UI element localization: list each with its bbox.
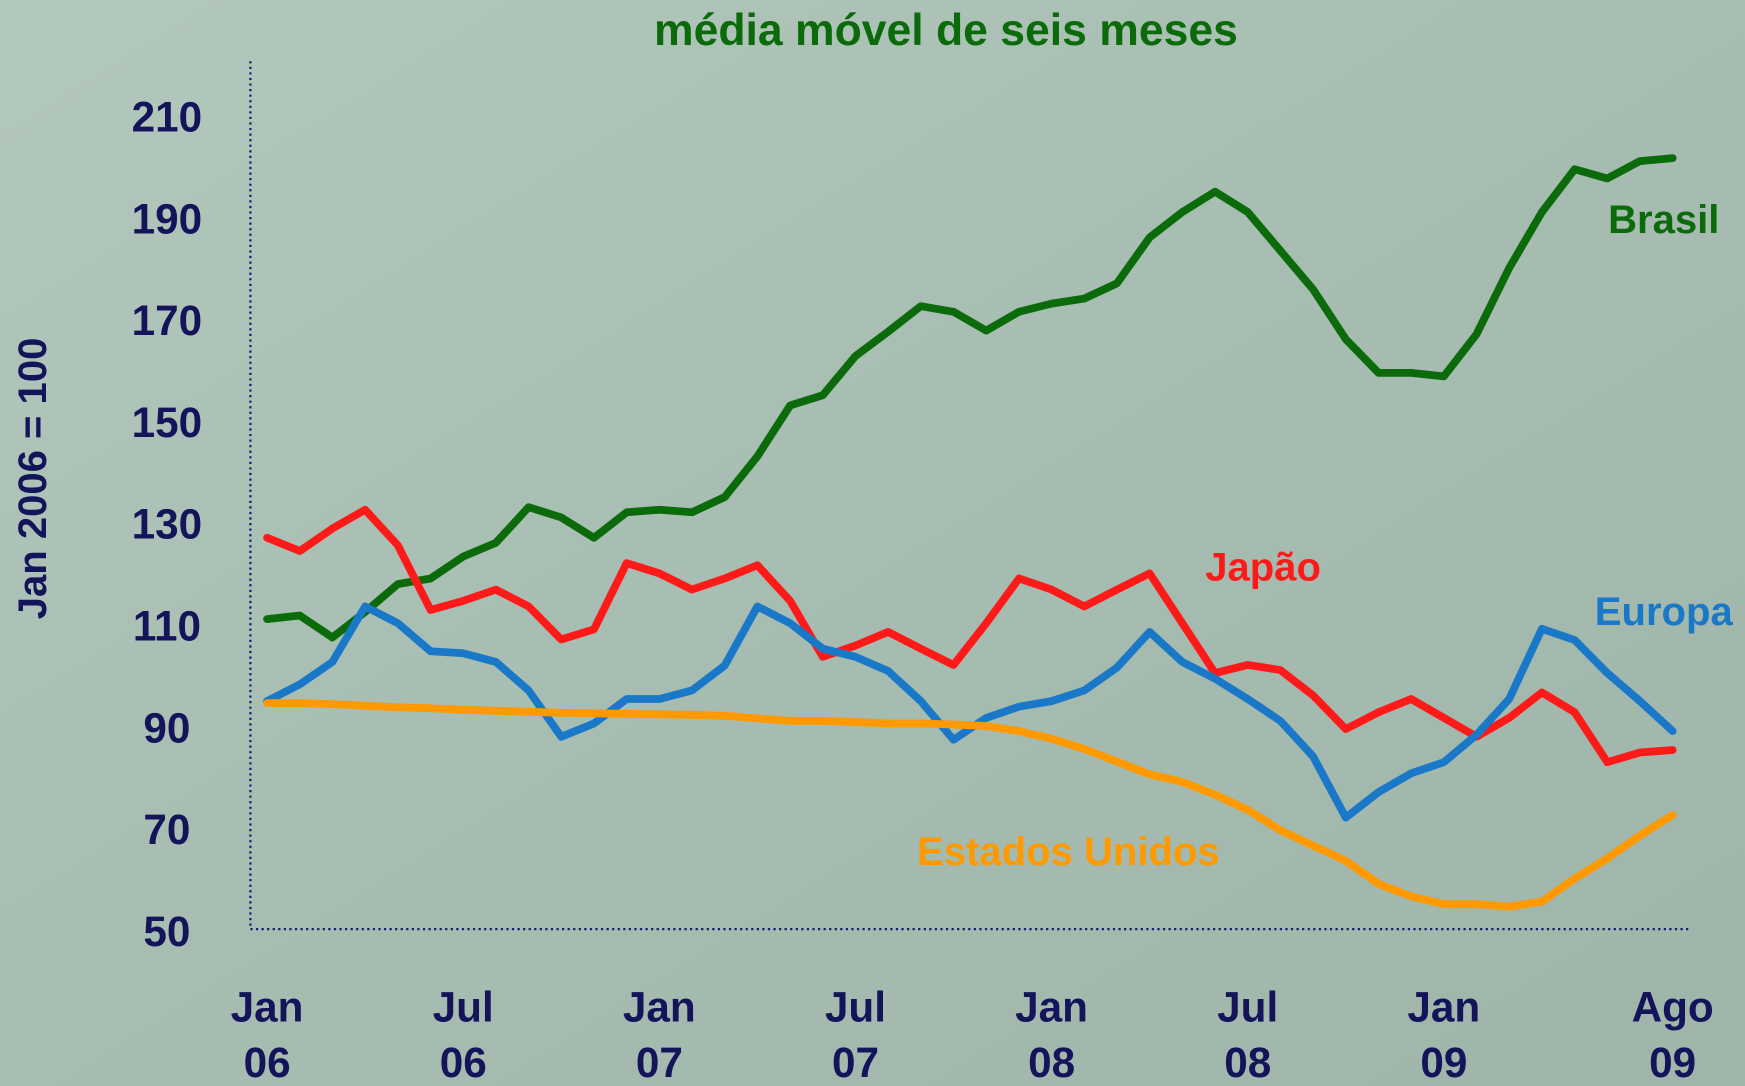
y-tick-label: 170 <box>132 297 203 344</box>
y-axis-label: Jan 2006 = 100 <box>11 338 55 620</box>
x-tick-label: Jan 09 <box>1407 984 1480 1086</box>
x-tick-label: Jan 06 <box>231 984 304 1086</box>
y-tick-label: 50 <box>143 908 190 955</box>
y-tick-label: 210 <box>132 94 203 141</box>
series-label: Brasil <box>1608 198 1719 242</box>
series-label: Estados Unidos <box>917 830 1220 874</box>
x-tick-label: Jul 06 <box>433 984 494 1086</box>
x-tick-label: Ago 09 <box>1632 984 1714 1086</box>
chart-title: média móvel de seis meses <box>654 6 1238 55</box>
line-series <box>263 699 1677 911</box>
y-tick-label: 110 <box>133 603 201 650</box>
series-label: Japão <box>1205 545 1321 589</box>
series-label: Europa <box>1595 590 1734 634</box>
y-tick-label: 150 <box>132 399 203 446</box>
y-tick-label: 70 <box>143 806 190 853</box>
line-series <box>263 505 1677 767</box>
line-series <box>263 154 1677 642</box>
x-tick-label: Jul 07 <box>825 984 886 1086</box>
x-tick-label: Jul 08 <box>1217 984 1278 1086</box>
y-tick-label: 90 <box>143 704 190 751</box>
x-tick-label: Jan 07 <box>623 984 696 1086</box>
y-tick-label: 190 <box>132 195 203 242</box>
x-tick-label: Jan 08 <box>1015 984 1088 1086</box>
y-tick-label: 130 <box>132 501 203 548</box>
